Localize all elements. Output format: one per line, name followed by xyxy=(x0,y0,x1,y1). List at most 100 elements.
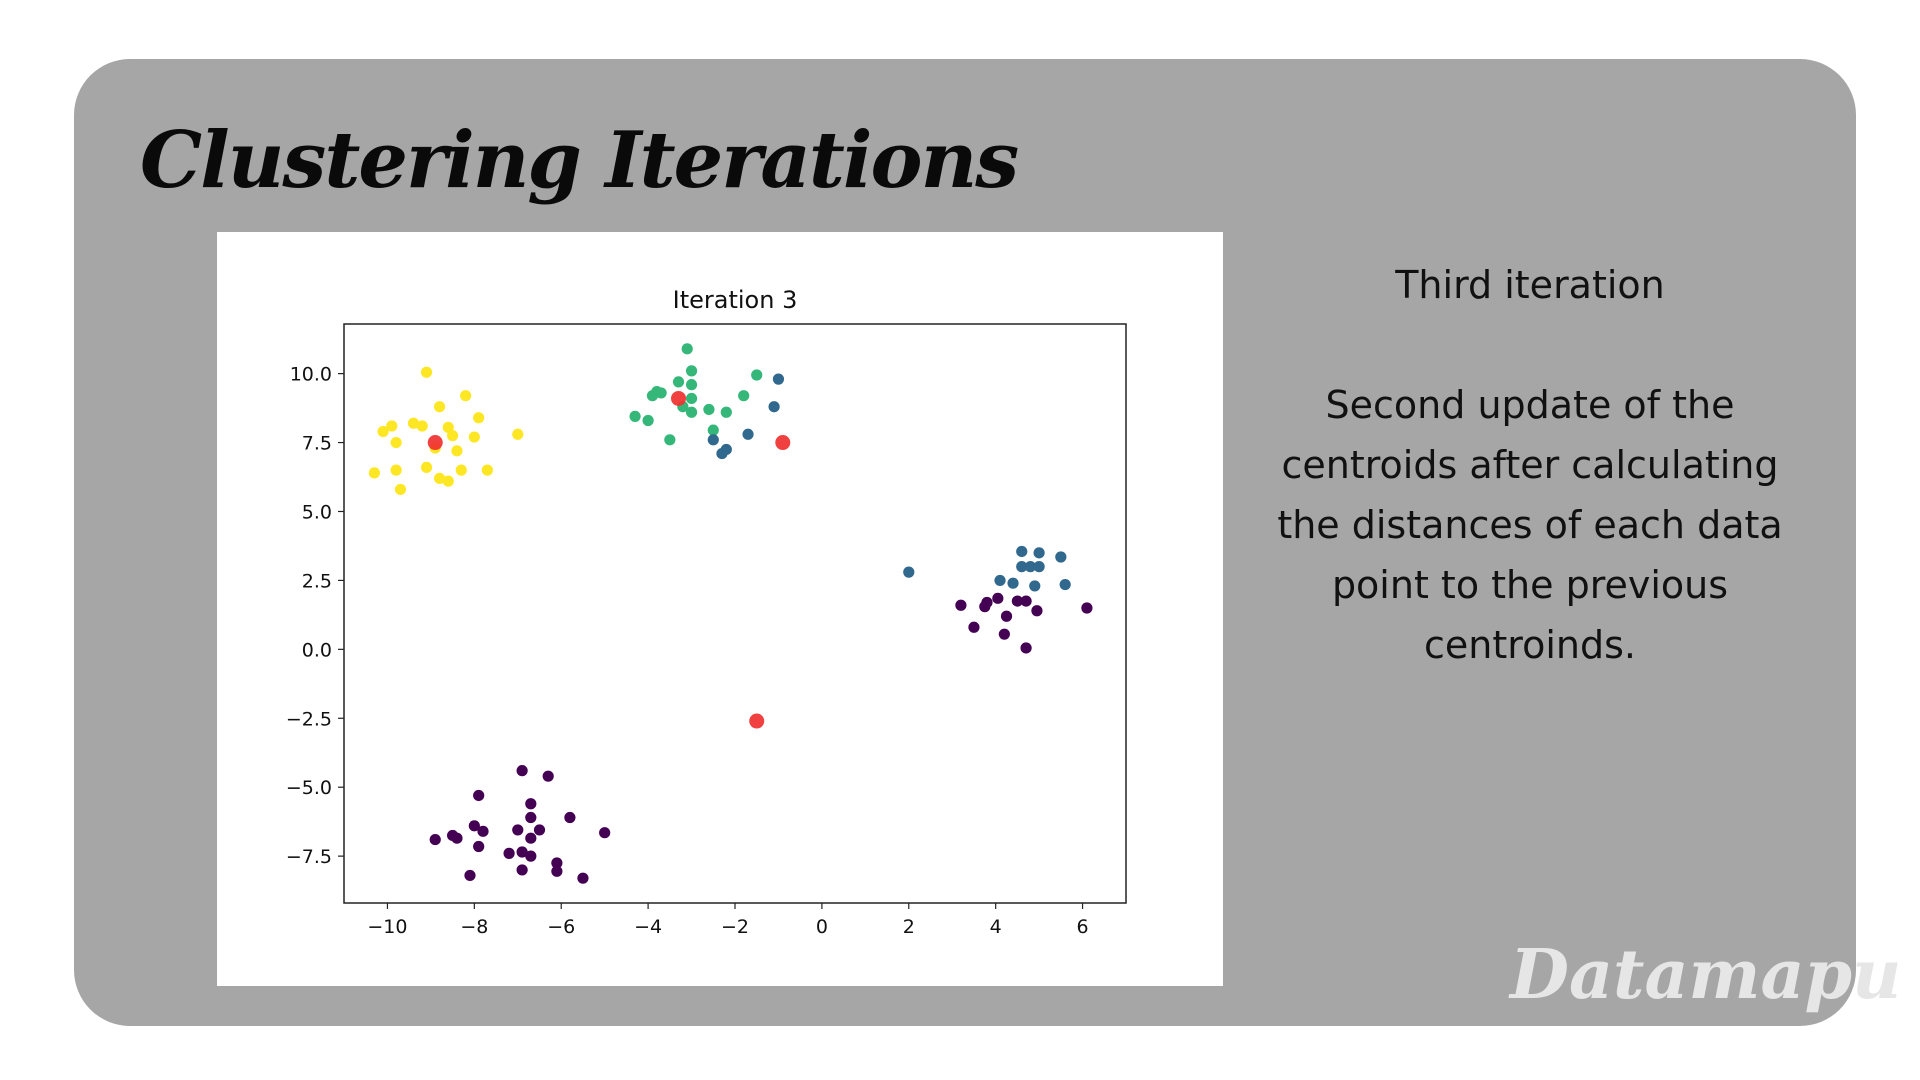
data-point xyxy=(968,621,980,633)
data-point xyxy=(1029,580,1041,592)
data-point xyxy=(1016,545,1028,558)
data-point xyxy=(1020,595,1032,607)
y-tick-label: 7.5 xyxy=(302,433,332,455)
data-point xyxy=(664,434,676,446)
x-tick-label: −8 xyxy=(460,916,488,938)
data-point xyxy=(685,365,698,377)
slide-title: Clustering Iterations xyxy=(140,115,1019,206)
data-point xyxy=(503,847,515,859)
data-point xyxy=(1024,561,1037,573)
data-point xyxy=(512,824,524,836)
data-point xyxy=(564,811,576,824)
data-point xyxy=(442,421,454,433)
x-tick-label: −6 xyxy=(547,916,575,938)
data-point xyxy=(1033,561,1045,573)
data-point xyxy=(577,872,589,884)
x-tick-label: 4 xyxy=(990,916,1002,938)
data-point xyxy=(994,574,1006,587)
y-tick-label: 5.0 xyxy=(302,501,332,523)
y-tick-label: 0.0 xyxy=(302,639,332,661)
iteration-subtitle: Third iteration xyxy=(1395,263,1665,307)
data-point xyxy=(672,376,685,388)
data-point xyxy=(1011,595,1023,607)
data-point xyxy=(1055,551,1067,563)
data-point xyxy=(516,846,528,858)
data-point xyxy=(716,447,728,460)
x-tick-label: 2 xyxy=(903,916,915,938)
data-point xyxy=(447,430,459,442)
data-point xyxy=(516,765,528,777)
data-point xyxy=(1059,578,1071,591)
chart-figure: Iteration 3 −10 −8 −6 −4 −2 0 2 4 6 10.0 7.5 5.0 2.5… xyxy=(217,232,1223,986)
data-point xyxy=(525,798,537,810)
y-tick-label: −2.5 xyxy=(286,708,332,730)
centroid-point xyxy=(427,435,443,451)
data-point xyxy=(646,390,659,402)
centroid-point xyxy=(749,713,765,729)
data-point xyxy=(416,420,428,432)
data-point xyxy=(1016,561,1028,573)
side-text-panel: Third iteration Second update of the cen… xyxy=(1250,255,1810,675)
data-point xyxy=(1000,610,1013,622)
data-point xyxy=(1033,547,1045,559)
data-point xyxy=(420,461,433,473)
data-point xyxy=(979,601,991,613)
data-point xyxy=(407,417,420,429)
data-point xyxy=(473,840,485,853)
chart-title: Iteration 3 xyxy=(673,286,798,314)
data-point xyxy=(394,483,407,496)
x-tick-label: 0 xyxy=(816,916,828,938)
data-point xyxy=(512,428,524,440)
data-point xyxy=(390,436,402,449)
centroid-points xyxy=(427,390,791,729)
data-point xyxy=(738,390,750,402)
data-point xyxy=(464,869,476,882)
data-point xyxy=(442,475,454,487)
data-point xyxy=(772,373,785,385)
y-tick-label: −7.5 xyxy=(286,846,332,868)
data-point xyxy=(720,406,732,418)
data-point xyxy=(1020,642,1032,654)
iteration-description: Second update of the centroids after cal… xyxy=(1277,383,1783,667)
data-point xyxy=(455,464,467,476)
centroid-point xyxy=(775,435,791,451)
x-tick-label: −2 xyxy=(721,916,749,938)
data-point xyxy=(703,403,715,416)
data-point xyxy=(707,424,719,436)
brand-watermark: Datamapu xyxy=(1510,935,1902,1015)
data-point xyxy=(903,566,915,578)
x-tick-label: −10 xyxy=(367,916,407,938)
scatter-chart: Iteration 3 −10 −8 −6 −4 −2 0 2 4 6 10.0 7.5 5.0 2.5… xyxy=(286,286,1127,938)
data-point xyxy=(451,445,463,457)
data-point xyxy=(551,857,563,869)
y-tick-label: 10.0 xyxy=(290,364,332,386)
data-point xyxy=(768,401,780,413)
data-point xyxy=(655,387,667,399)
data-point xyxy=(525,850,537,862)
data-point xyxy=(542,770,554,782)
data-point xyxy=(533,824,546,836)
data-point xyxy=(629,410,641,422)
data-point xyxy=(473,789,485,802)
data-point xyxy=(707,434,719,446)
x-tick-label: −4 xyxy=(634,916,662,938)
data-point xyxy=(451,832,463,844)
data-point xyxy=(1031,605,1043,617)
data-point xyxy=(468,820,480,832)
axis-ticks: −10 −8 −6 −4 −2 0 2 4 6 10.0 7.5 5.0 2.5 0.0 −2.5 −5.0 −… xyxy=(286,364,1089,938)
data-point xyxy=(1081,602,1093,614)
data-point xyxy=(390,464,402,476)
data-point xyxy=(368,467,381,479)
centroid-point xyxy=(671,390,687,406)
data-point xyxy=(377,425,389,438)
y-tick-label: 2.5 xyxy=(302,570,332,592)
data-point xyxy=(685,392,698,405)
data-point xyxy=(685,406,698,418)
data-point xyxy=(481,464,493,476)
data-point xyxy=(473,412,485,424)
data-point xyxy=(742,428,754,440)
data-point xyxy=(955,599,967,611)
data-point xyxy=(477,825,489,837)
data-point xyxy=(468,431,480,443)
x-tick-label: 6 xyxy=(1077,916,1089,938)
